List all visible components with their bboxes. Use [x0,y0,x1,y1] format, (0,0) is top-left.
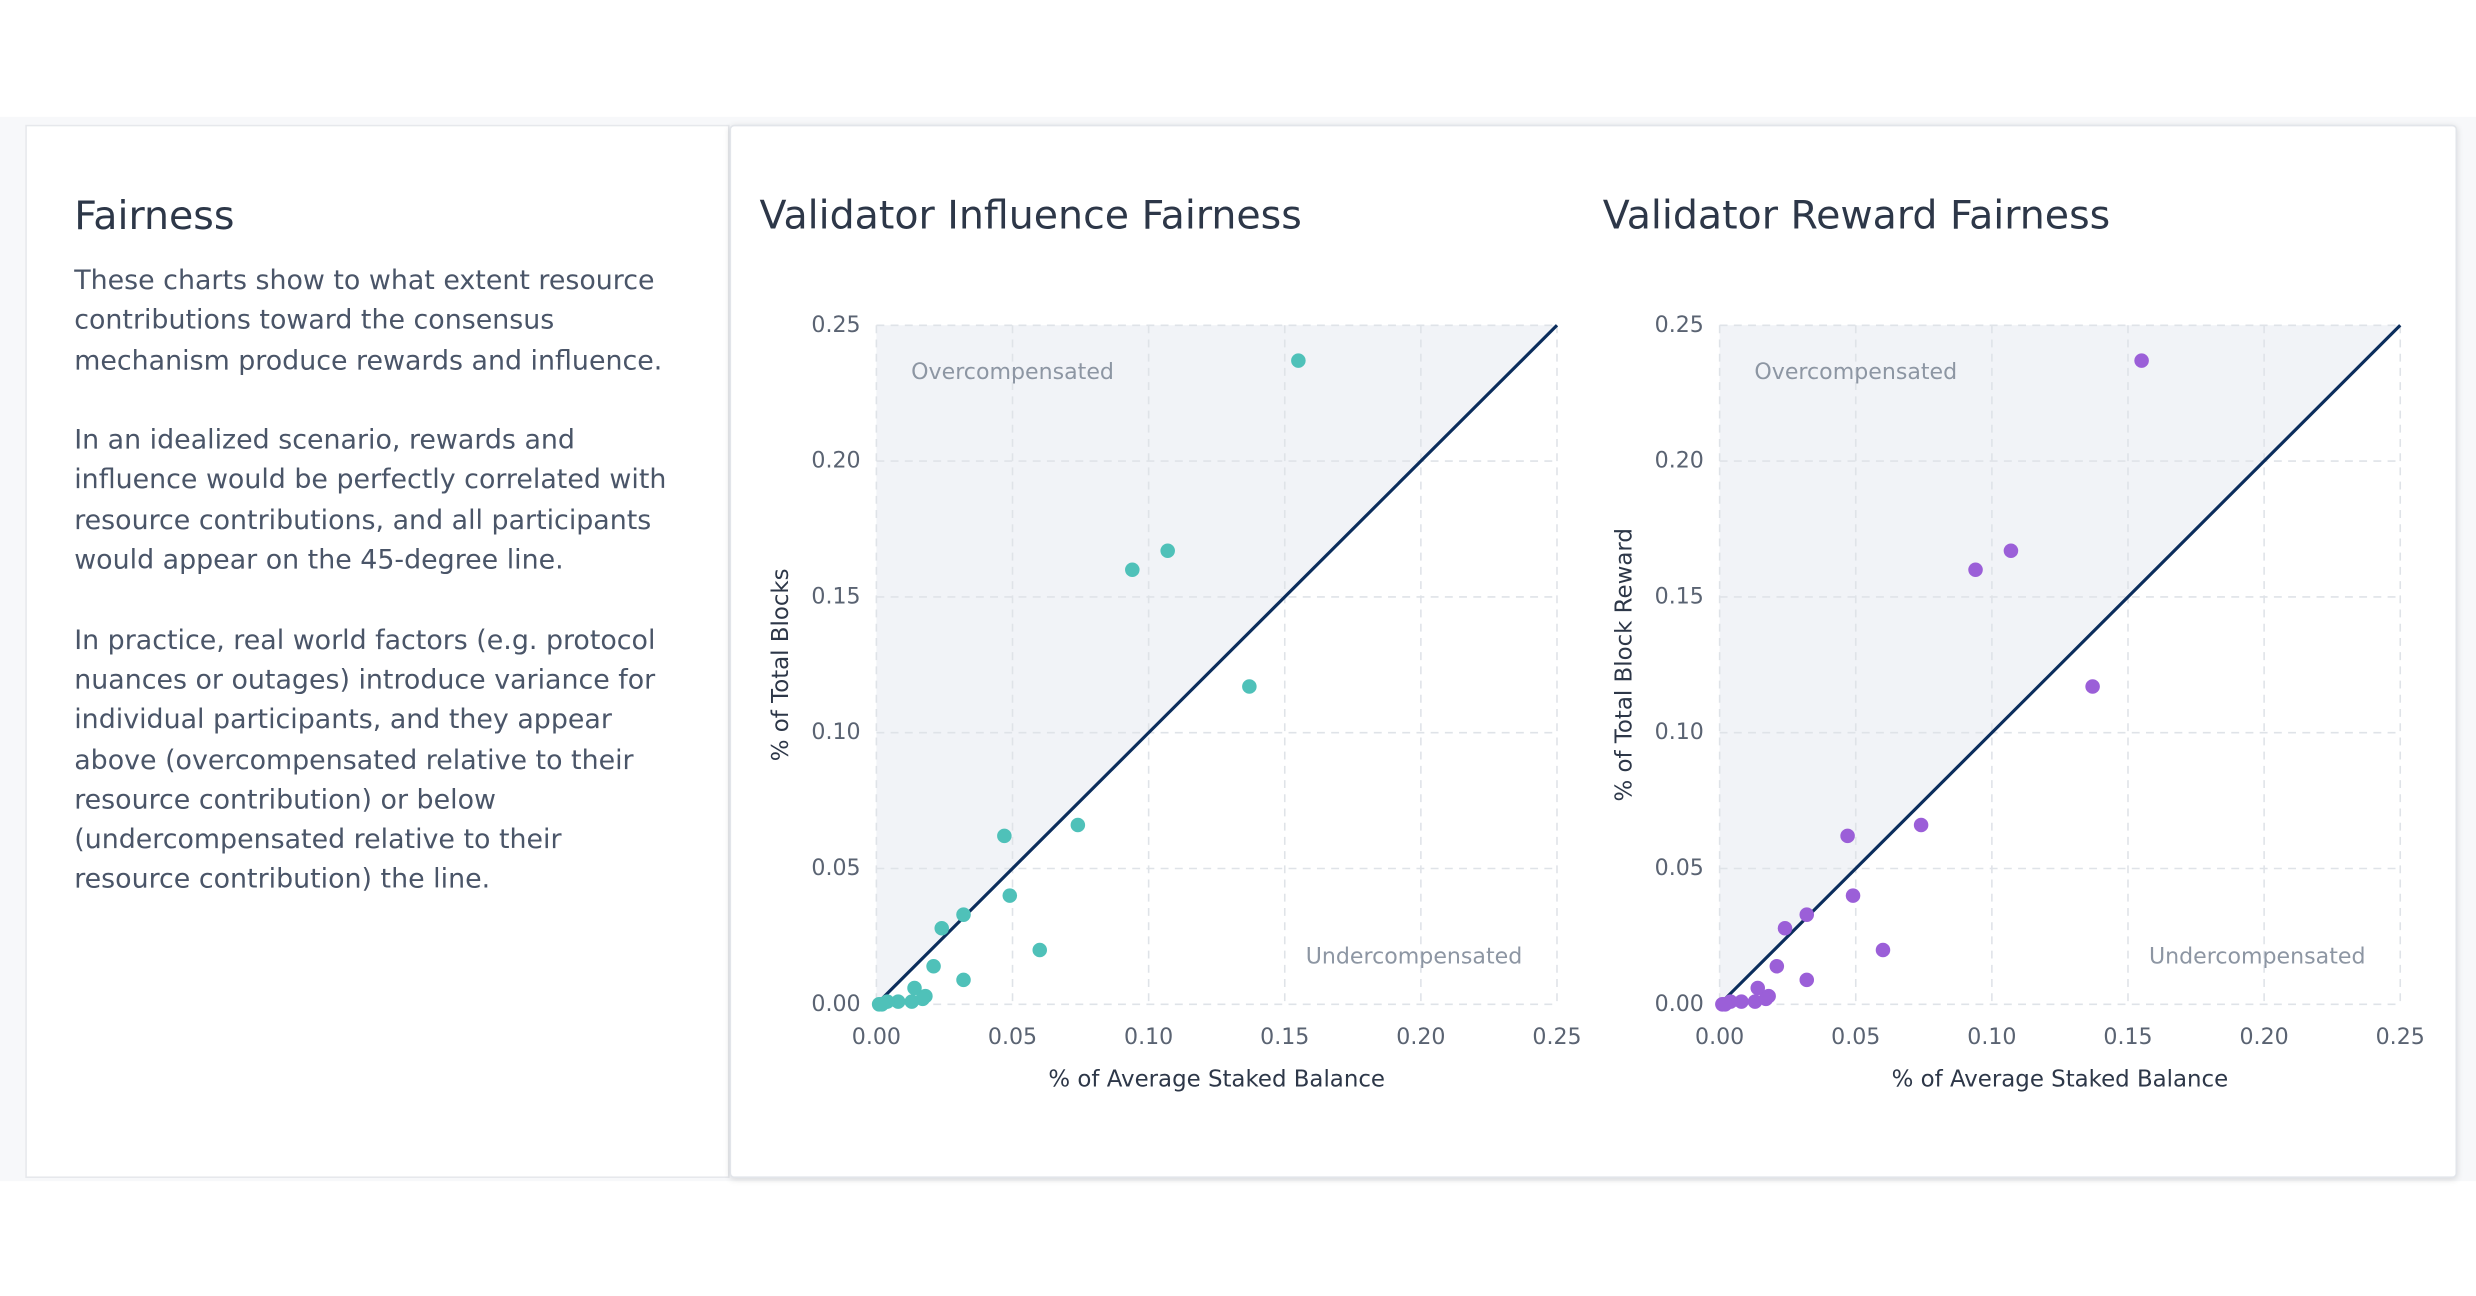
point [1758,991,1774,1007]
x-tick-label: 0.25 [1532,1024,1581,1050]
point [956,972,971,988]
point [890,994,906,1009]
y-tick-label: 0.20 [811,448,860,474]
x-tick-label: 0.15 [1260,1024,1309,1050]
point [1750,980,1766,996]
y-axis-label: % of Total Blocks [768,568,794,761]
y-tick-label: 0.00 [1655,991,1704,1017]
description-card: Fairness These charts show to what exten… [25,124,730,1179]
y-tick-label: 0.25 [811,312,860,338]
point [956,907,971,922]
y-tick-label: 0.15 [1655,583,1704,609]
point [1840,828,1855,844]
point [1070,817,1086,833]
point [1845,888,1861,903]
point [1242,679,1257,694]
point [1799,972,1815,988]
y-axis-label: % of Total Block Reward [1611,528,1637,801]
y-tick-label: 0.10 [811,719,860,745]
y-tick-label: 0.25 [1655,312,1704,338]
point [2085,679,2100,694]
chart-title: Validator Reward Fairness [1603,192,2110,238]
parity-line [875,324,1559,1006]
y-tick-label: 0.00 [811,991,860,1017]
point [926,959,941,974]
y-tick-label: 0.05 [1655,855,1704,881]
point [915,991,930,1007]
x-axis-label: % of Average Staked Balance [1892,1067,2229,1093]
x-tick-label: 0.00 [852,1024,901,1050]
x-axis-label: % of Average Staked Balance [1048,1067,1385,1093]
x-tick-label: 0.15 [2103,1024,2152,1050]
annotation: Undercompensated [1306,943,1523,969]
point [1032,942,1048,958]
point [874,997,890,1012]
point [1160,543,1175,558]
y-tick-label: 0.05 [811,855,860,881]
annotation: Overcompensated [1754,359,1957,385]
point [1291,353,1306,368]
point [1769,959,1785,974]
x-tick-label: 0.05 [1831,1024,1880,1050]
x-tick-label: 0.00 [1695,1024,1744,1050]
x-tick-label: 0.20 [1396,1024,1445,1050]
x-tick-label: 0.10 [1124,1024,1173,1050]
point [1734,994,1749,1009]
paragraph: These charts show to what extent resourc… [74,265,663,377]
point [1968,562,1983,578]
paragraph: In practice, real world factors (e.g. pr… [74,624,656,897]
parity-line [1718,324,2402,1006]
point [1002,888,1018,903]
point [997,828,1012,844]
point [1747,994,1763,1009]
x-tick-label: 0.10 [1967,1024,2016,1050]
annotation: Overcompensated [911,359,1114,385]
point [2134,353,2149,368]
point [2003,543,2019,558]
annotation: Undercompensated [2149,943,2366,969]
y-tick-label: 0.10 [1655,719,1704,745]
section-title: Fairness [74,192,235,239]
point [934,920,950,936]
description: These charts show to what extent resourc… [74,262,682,941]
point [1913,817,1929,833]
chart-title: Validator Influence Fairness [760,192,1302,238]
x-tick-label: 0.05 [988,1024,1037,1050]
point [1799,907,1815,922]
point [904,994,920,1009]
paragraph: In an idealized scenario, rewards and in… [74,425,667,577]
point [1125,562,1140,578]
x-tick-label: 0.20 [2240,1024,2289,1050]
y-tick-label: 0.15 [811,583,860,609]
point [1717,997,1733,1012]
point [907,980,922,996]
point [1777,920,1793,936]
point [1875,942,1891,958]
y-tick-label: 0.20 [1655,448,1704,474]
x-tick-label: 0.25 [2376,1024,2425,1050]
